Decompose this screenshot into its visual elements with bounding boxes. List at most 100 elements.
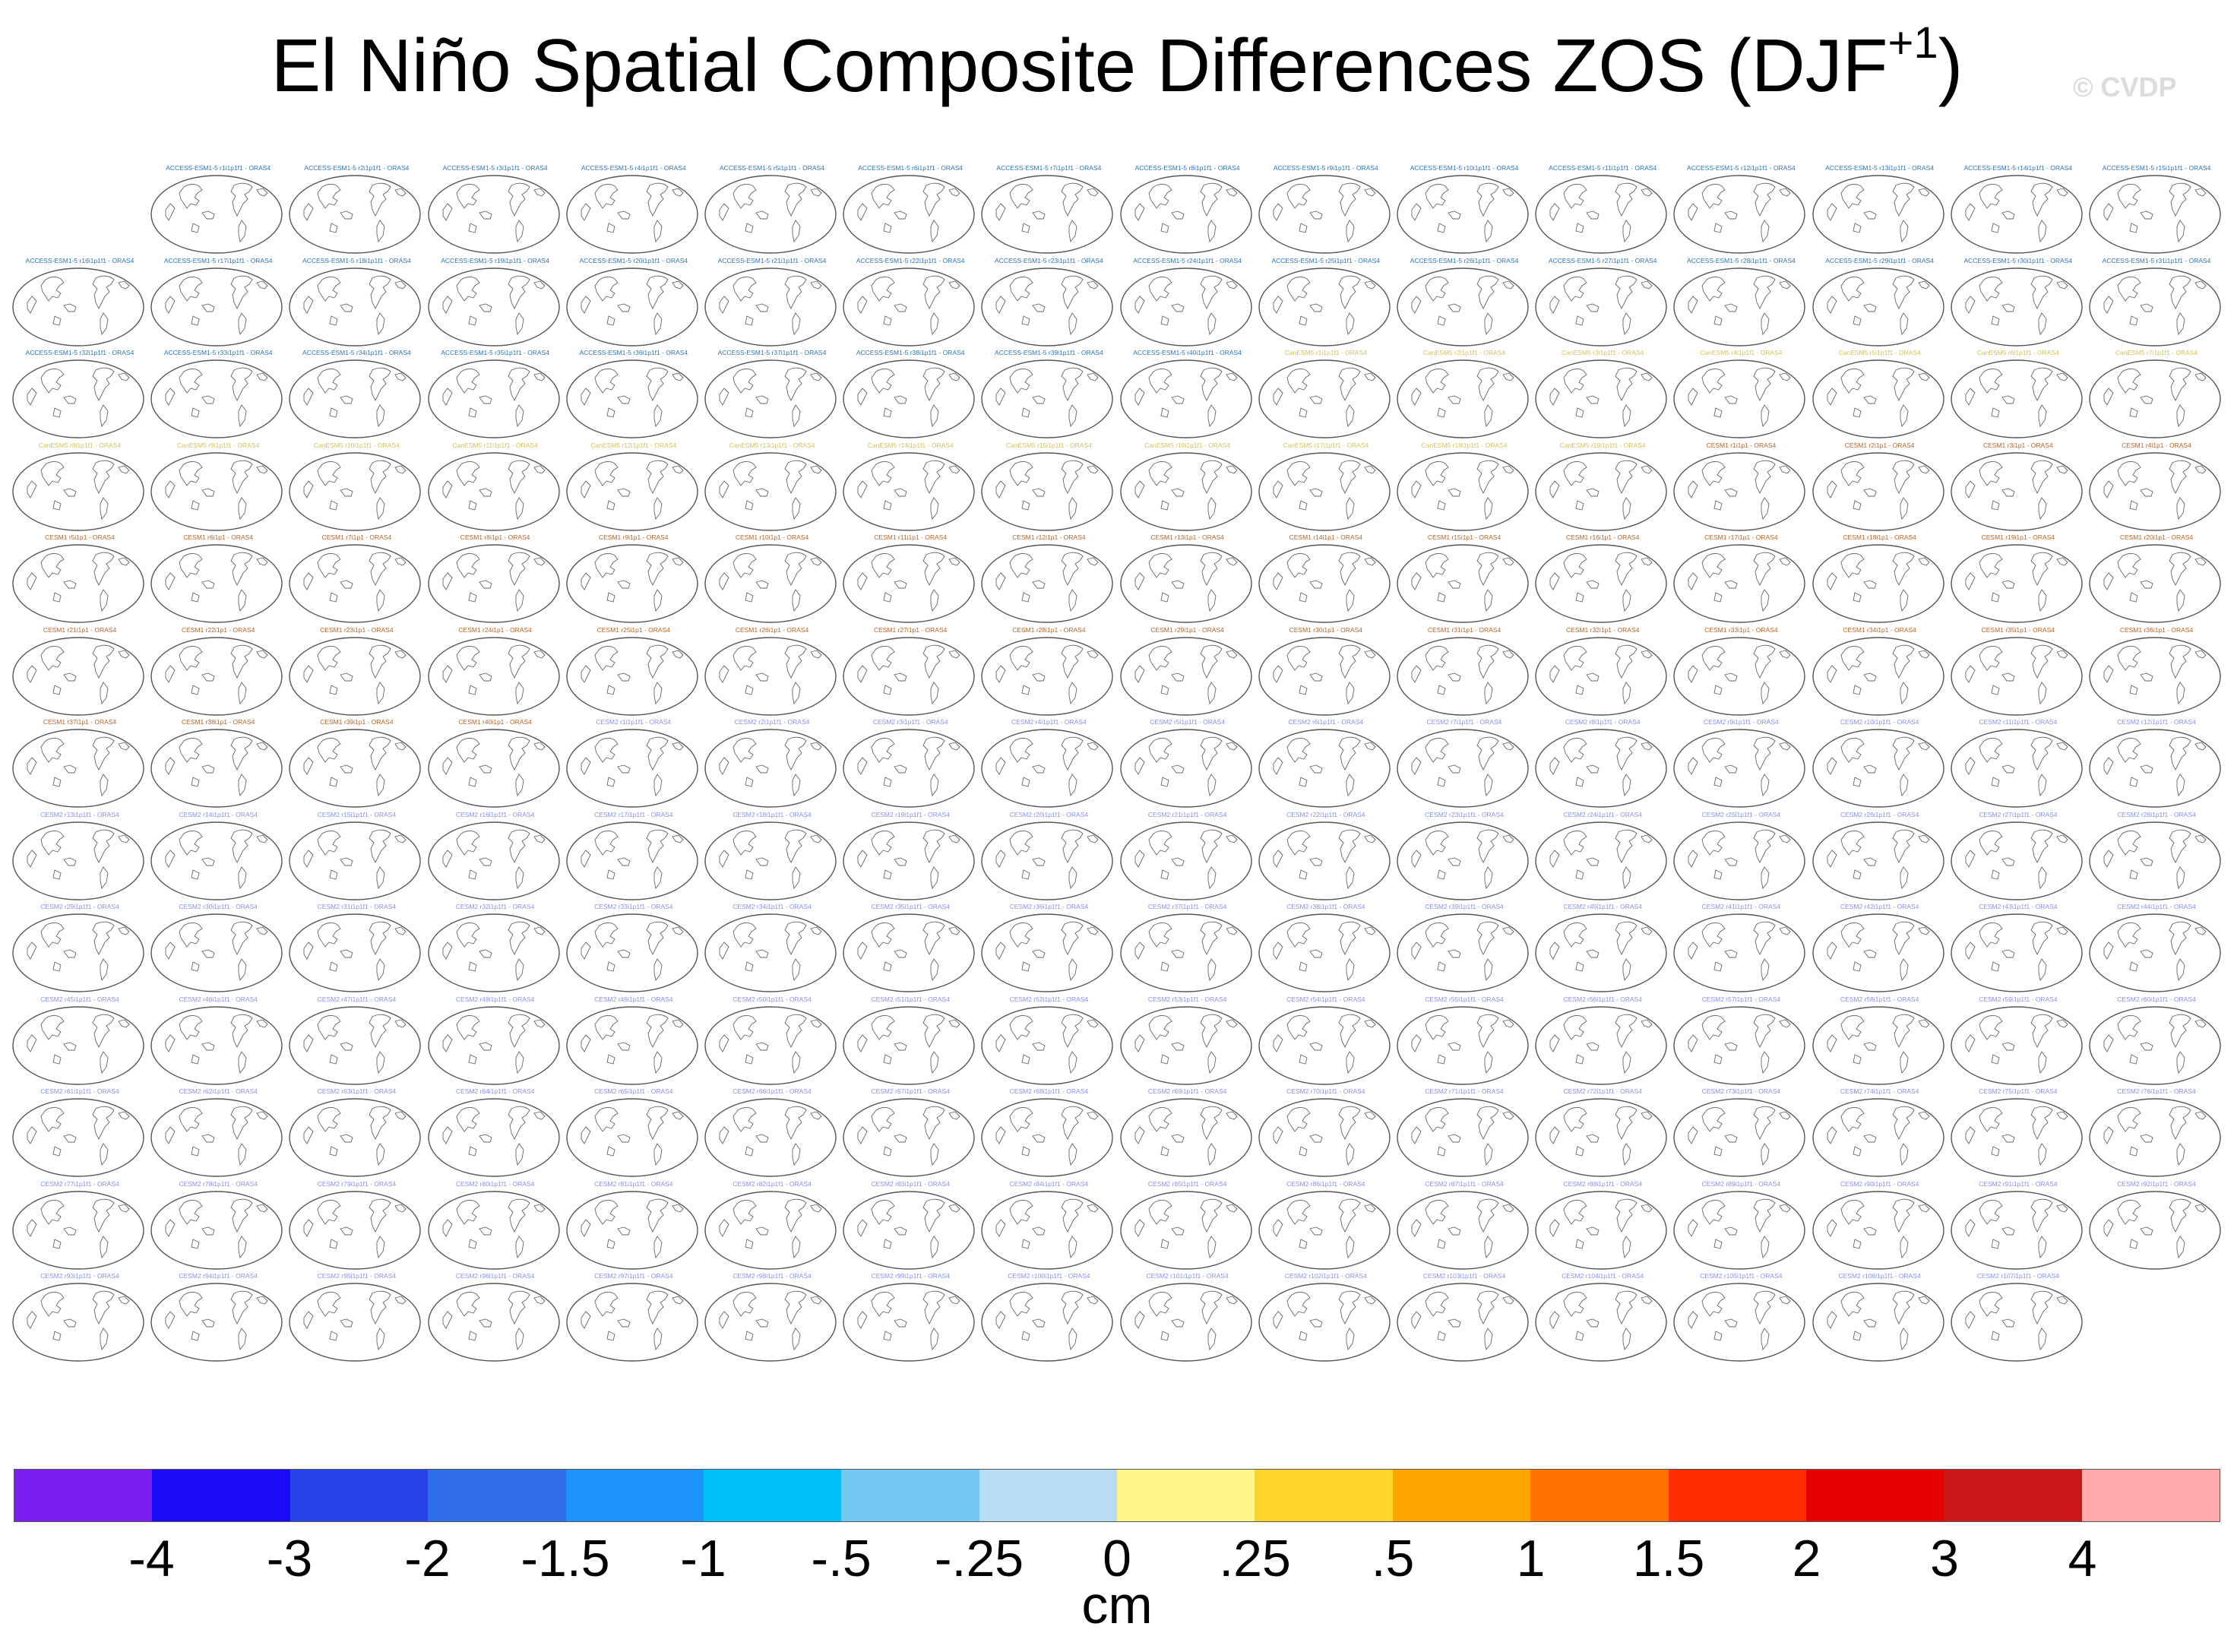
world-map (2089, 1005, 2221, 1085)
map-panel-title: CESM1 r8i1p1 - ORAS4 (460, 533, 530, 541)
coastline (303, 1014, 407, 1074)
world-map (1812, 544, 1944, 623)
map-panel-title: CESM2 r22i1p1f1 - ORAS4 (1286, 810, 1365, 818)
coastline (719, 552, 822, 612)
map-panel-title: CESM2 r99i1p1f1 - ORAS4 (871, 1272, 950, 1280)
map-panel: ACCESS-ESM1-5 r26i1p1f1 - ORAS4 (1395, 257, 1533, 350)
map-panel: CESM1 r6i1p1 - ORAS4 (149, 533, 287, 626)
map-panel-title: CanESM5 r1i1p1f1 - ORAS4 (1284, 349, 1367, 356)
coastline (2103, 644, 2207, 704)
map-panel: ACCESS-ESM1-5 r17i1p1f1 - ORAS4 (149, 257, 287, 350)
map-boundary (566, 1005, 698, 1085)
map-panel-title: CESM2 r27i1p1f1 - ORAS4 (1979, 810, 2058, 818)
coastline (719, 921, 822, 982)
map-panel-title: CESM1 r26i1p1 - ORAS4 (735, 625, 809, 634)
map-boundary (843, 821, 975, 900)
map-boundary (843, 1283, 975, 1362)
map-panel: CESM2 r92i1p1f1 - ORAS4 (2087, 1180, 2226, 1273)
map-panel: CESM2 r93i1p1f1 - ORAS4 (11, 1272, 149, 1365)
colorbar-tick-label: -3 (266, 1530, 313, 1587)
world-map (566, 729, 698, 808)
map-panel: CESM2 r5i1p1f1 - ORAS4 (1119, 718, 1257, 811)
map-panel-title: CESM2 r98i1p1f1 - ORAS4 (733, 1272, 812, 1280)
coastline (995, 275, 1100, 335)
map-panel-title: ACCESS-ESM1-5 r13i1p1f1 - ORAS4 (1825, 164, 1934, 172)
map-panel-title: CESM1 r21i1p1 - ORAS4 (43, 625, 117, 634)
coastline (995, 1290, 1100, 1351)
map-panel-title: CESM2 r39i1p1f1 - ORAS4 (1425, 903, 1504, 910)
coastline (2103, 1014, 2207, 1074)
map-boundary (1535, 544, 1667, 623)
world-map (427, 913, 560, 992)
map-panel-title: CanESM5 r13i1p1f1 - ORAS4 (729, 441, 815, 449)
colorbar-box (14, 1470, 153, 1521)
map-boundary (150, 451, 283, 531)
map-boundary (1119, 1190, 1252, 1270)
world-map (1258, 1190, 1391, 1270)
colorbar-tick-label: -1.5 (521, 1530, 610, 1587)
map-panel-title: CESM2 r76i1p1f1 - ORAS4 (2117, 1087, 2196, 1095)
map-boundary (1812, 267, 1944, 347)
map-boundary (1673, 359, 1806, 438)
world-map (843, 913, 975, 992)
coastline (857, 552, 960, 612)
map-boundary (427, 267, 560, 347)
coastline (27, 1106, 130, 1166)
map-panel-title: CanESM5 r19i1p1f1 - ORAS4 (1559, 441, 1646, 449)
world-map (704, 544, 837, 623)
coastline (2103, 275, 2207, 335)
map-panel: ACCESS-ESM1-5 r2i1p1f1 - ORAS4 (287, 164, 426, 257)
map-panel: CESM1 r39i1p1 - ORAS4 (287, 718, 426, 811)
map-panel-title: CESM2 r73i1p1f1 - ORAS4 (1701, 1087, 1781, 1095)
map-boundary (1673, 913, 1806, 992)
world-map (427, 729, 560, 808)
map-panel: CESM2 r20i1p1f1 - ORAS4 (979, 811, 1118, 904)
coastline (2103, 182, 2207, 243)
map-boundary (566, 636, 698, 716)
world-map (1258, 1098, 1391, 1177)
coastline (995, 552, 1100, 612)
map-panel-title: CESM2 r104i1p1f1 - ORAS4 (1562, 1272, 1644, 1280)
coastline (1549, 182, 1653, 243)
map-boundary (1258, 267, 1391, 347)
map-panel-title: CESM2 r41i1p1f1 - ORAS4 (1701, 903, 1781, 910)
coastline (1411, 1106, 1514, 1166)
coastline (719, 1106, 822, 1166)
map-panel: CanESM5 r1i1p1f1 - ORAS4 (1257, 349, 1395, 441)
world-map (2089, 175, 2221, 254)
world-map (1119, 544, 1252, 623)
map-boundary (1673, 636, 1806, 716)
coastline (719, 182, 822, 243)
coastline (1827, 460, 1930, 520)
map-boundary (427, 821, 560, 900)
map-panel: CESM2 r15i1p1f1 - ORAS4 (287, 811, 426, 904)
world-map (1119, 821, 1252, 900)
map-panel: CESM1 r31i1p1 - ORAS4 (1395, 626, 1533, 719)
coastline (1688, 275, 1792, 335)
coastline (165, 1290, 268, 1351)
world-map (1258, 451, 1391, 531)
coastline (1273, 921, 1376, 982)
map-panel: ACCESS-ESM1-5 r24i1p1f1 - ORAS4 (1119, 257, 1257, 350)
world-map (1673, 451, 1806, 531)
map-panel-title: CESM2 r10i1p1f1 - ORAS4 (1840, 718, 1919, 726)
map-boundary (981, 729, 1114, 808)
map-panel-title: CESM2 r48i1p1f1 - ORAS4 (455, 995, 535, 1003)
map-panel: ACCESS-ESM1-5 r20i1p1f1 - ORAS4 (565, 257, 703, 350)
map-panel-title: CESM2 r7i1p1f1 - ORAS4 (1426, 718, 1502, 726)
map-boundary (1258, 451, 1391, 531)
coastline (2103, 1198, 2207, 1258)
map-boundary (1535, 359, 1667, 438)
map-panel: CESM2 r63i1p1f1 - ORAS4 (287, 1087, 426, 1180)
map-boundary (12, 544, 144, 623)
world-map (1812, 451, 1944, 531)
world-map (12, 544, 144, 623)
map-panel-title: CanESM5 r8i1p1f1 - ORAS4 (38, 441, 122, 449)
map-panel-title: CESM2 r86i1p1f1 - ORAS4 (1286, 1179, 1365, 1188)
map-panel-title: CESM2 r28i1p1f1 - ORAS4 (2117, 810, 2196, 818)
world-map (1119, 1283, 1252, 1362)
coastline (442, 367, 546, 428)
coastline (1411, 1198, 1514, 1258)
map-panel: CESM2 r36i1p1f1 - ORAS4 (979, 903, 1118, 995)
map-panel-title: CESM1 r28i1p1 - ORAS4 (1012, 625, 1086, 634)
